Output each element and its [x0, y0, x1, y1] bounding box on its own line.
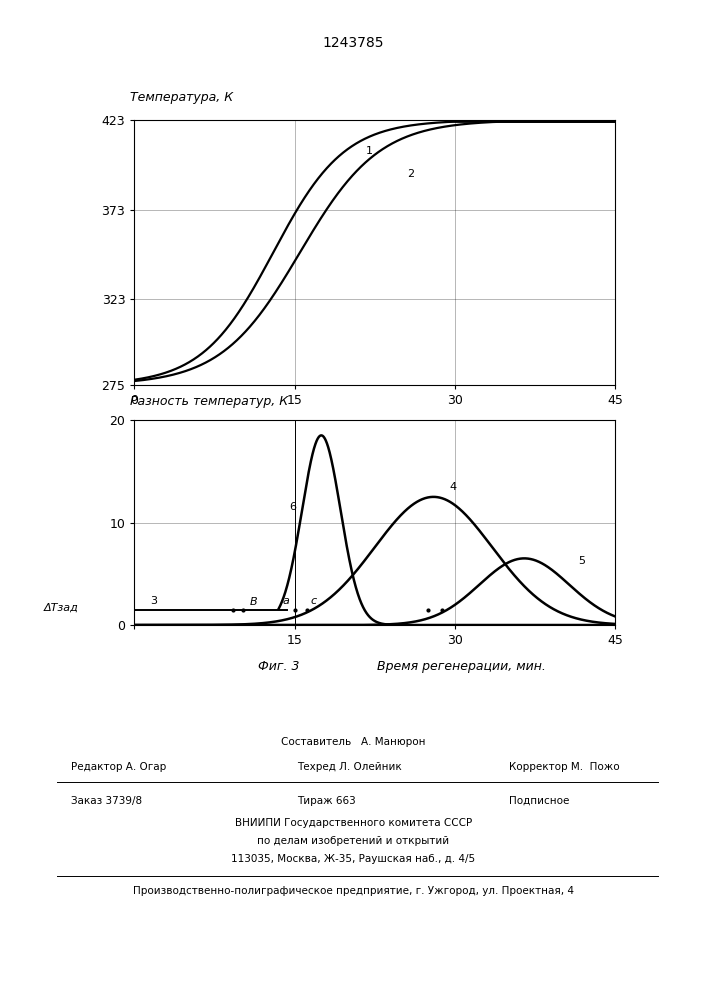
Text: 113035, Москва, Ж-35, Раушская наб., д. 4/5: 113035, Москва, Ж-35, Раушская наб., д. … [231, 854, 476, 864]
Text: 6: 6 [289, 502, 296, 512]
Text: с: с [310, 596, 317, 606]
Text: Производственно-полиграфическое предприятие, г. Ужгород, ул. Проектная, 4: Производственно-полиграфическое предприя… [133, 886, 574, 896]
Text: ВНИИПИ Государственного комитета СССР: ВНИИПИ Государственного комитета СССР [235, 818, 472, 828]
Text: Заказ 3739/8: Заказ 3739/8 [71, 796, 142, 806]
Text: Фиг. 2: Фиг. 2 [258, 425, 299, 438]
Text: Время регенерации, мин.: Время регенерации, мин. [377, 660, 546, 673]
Text: В: В [250, 597, 257, 607]
Text: 2: 2 [407, 169, 414, 179]
Text: Разность температур, К: Разность температур, К [129, 395, 288, 408]
Text: а: а [282, 596, 289, 606]
Text: Температура, К: Температура, К [129, 91, 233, 104]
Text: Фиг. 3: Фиг. 3 [258, 660, 299, 673]
Text: Тираж 663: Тираж 663 [297, 796, 356, 806]
Text: 3: 3 [151, 596, 158, 606]
Text: по делам изобретений и открытий: по делам изобретений и открытий [257, 836, 450, 846]
Text: Составитель   А. Манюрон: Составитель А. Манюрон [281, 737, 426, 747]
Text: 5: 5 [578, 556, 585, 566]
Text: Время регенерации, мин.: Время регенерации, мин. [377, 425, 546, 438]
Text: Корректор М.  Пожо: Корректор М. Пожо [509, 762, 619, 772]
Text: 4: 4 [450, 482, 457, 492]
Text: Подписное: Подписное [509, 796, 569, 806]
Text: 1243785: 1243785 [323, 36, 384, 50]
Text: 1: 1 [366, 146, 373, 156]
Text: Редактор А. Огар: Редактор А. Огар [71, 762, 166, 772]
Text: ΔТзад: ΔТзад [44, 603, 79, 613]
Text: Техред Л. Олейник: Техред Л. Олейник [297, 762, 402, 772]
